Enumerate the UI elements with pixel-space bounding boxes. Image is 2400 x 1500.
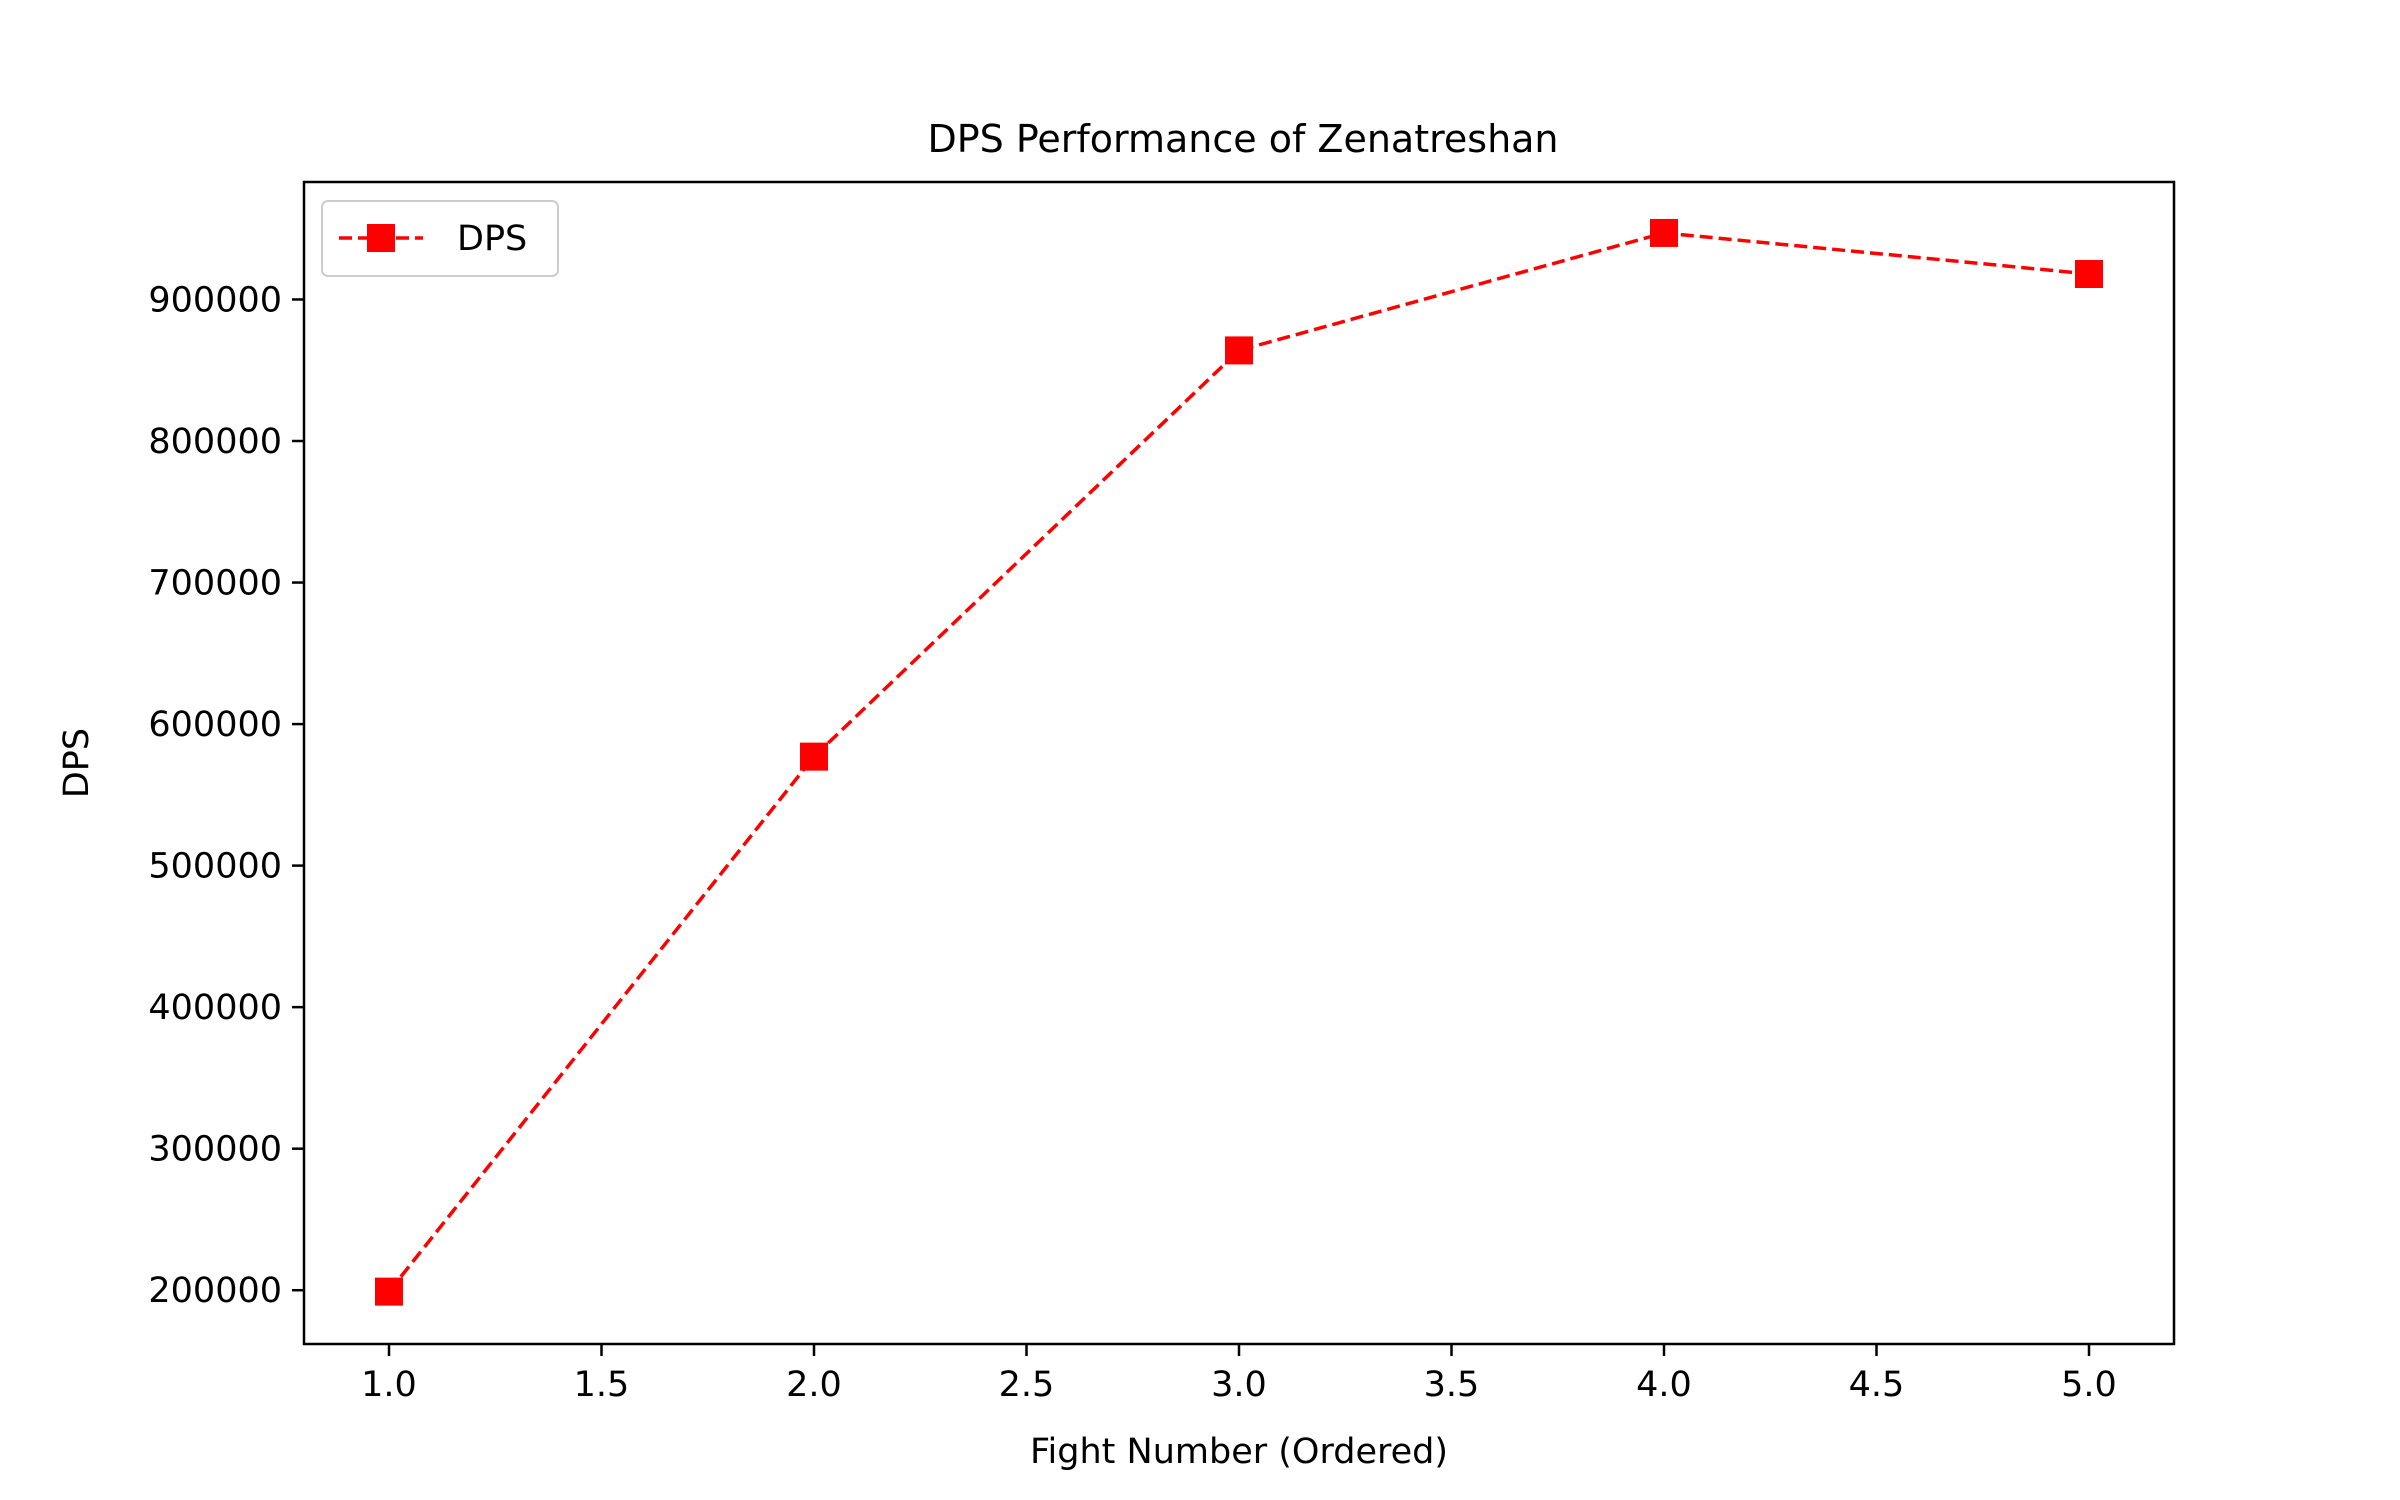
x-tick-label: 1.5: [574, 1365, 630, 1405]
x-tick-label: 2.0: [786, 1365, 842, 1405]
data-point-marker: [1225, 336, 1253, 365]
series-line: [387, 231, 2090, 1293]
data-point-marker: [1650, 218, 1678, 247]
x-tick-label: 5.0: [2061, 1365, 2117, 1405]
plot-area: [375, 218, 2103, 1306]
x-tick-label: 3.0: [1211, 1365, 1267, 1405]
x-tick-label: 2.5: [999, 1365, 1055, 1405]
y-tick-label: 200000: [148, 1271, 282, 1311]
data-point-marker: [375, 1277, 403, 1306]
data-point-marker: [800, 742, 828, 771]
legend-label: DPS: [457, 219, 527, 259]
chart-title: DPS Performance of Zenatreshan: [927, 117, 1558, 161]
legend: DPS: [321, 200, 559, 277]
x-tick-label: 1.0: [361, 1365, 417, 1405]
y-tick-label: 500000: [148, 847, 282, 887]
y-tick-label: 700000: [148, 564, 282, 604]
x-tick-label: 4.0: [1636, 1365, 1692, 1405]
legend-marker-square: [367, 224, 395, 252]
y-tick-label: 900000: [148, 280, 282, 320]
x-tick-label: 4.5: [1849, 1365, 1905, 1405]
data-point-marker: [2075, 259, 2103, 288]
y-tick-label: 800000: [148, 422, 282, 462]
y-tick-label: 300000: [148, 1130, 282, 1170]
x-axis: 1.0 1.5 2.0 2.5 3.0 3.5 4.0 4.5 5.0: [361, 1344, 2117, 1405]
y-tick-label: 600000: [148, 705, 282, 745]
x-tick-label: 3.5: [1424, 1365, 1480, 1405]
y-tick-label: 400000: [148, 988, 282, 1028]
y-axis: 200000 300000 400000 500000 600000 700000 8000…: [148, 280, 304, 1311]
legend-box: [321, 200, 559, 277]
y-axis-label: DPS: [57, 728, 97, 798]
x-axis-label: Fight Number (Ordered): [1030, 1432, 1448, 1472]
